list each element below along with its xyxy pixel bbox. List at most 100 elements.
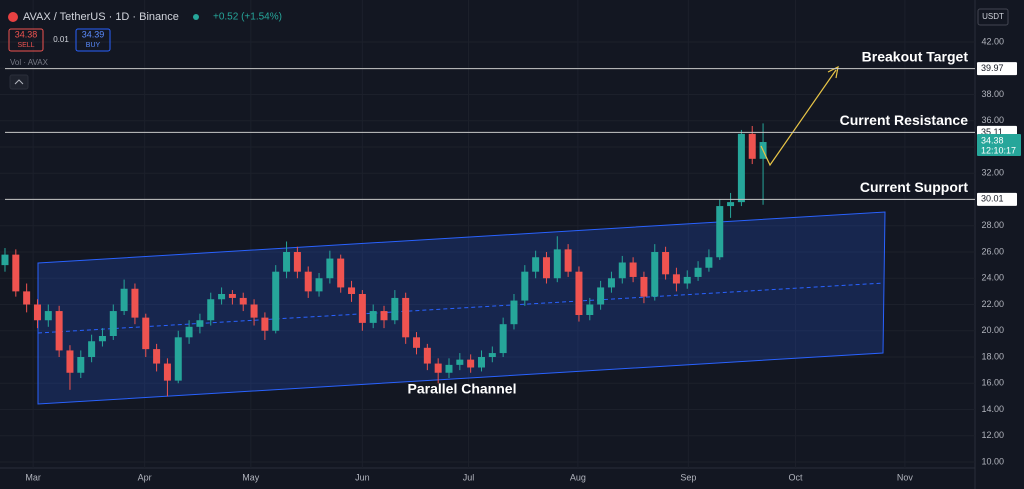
channel-label: Parallel Channel — [408, 381, 517, 397]
volume-label: Vol · AVAX — [10, 58, 49, 67]
candle-body — [748, 133, 756, 159]
y-tick-label: 22.00 — [981, 299, 1004, 309]
y-tick-label: 14.00 — [981, 404, 1004, 414]
x-tick-label: Nov — [897, 472, 914, 482]
candle-body — [532, 257, 540, 272]
x-tick-label: Jun — [355, 472, 370, 482]
y-tick-label: 20.00 — [981, 325, 1004, 335]
status-dot — [193, 14, 199, 20]
buy-button[interactable] — [75, 28, 111, 52]
candle-body — [586, 304, 594, 315]
level-tag-label: 30.01 — [981, 194, 1004, 204]
x-tick-label: May — [242, 472, 260, 482]
candle-body — [683, 276, 691, 284]
candle-body — [153, 349, 161, 364]
candle-body — [196, 320, 204, 327]
candle-body — [1, 254, 9, 266]
collapse-button[interactable] — [9, 74, 29, 90]
level-annotation: Current Resistance — [840, 112, 969, 128]
candle-body — [358, 294, 366, 323]
sell-button[interactable] — [8, 28, 44, 52]
candle-body — [521, 271, 529, 301]
candle-body — [88, 341, 96, 357]
sell-price: 34.38 — [15, 29, 38, 39]
candle-body — [651, 252, 659, 297]
logo — [8, 12, 18, 22]
candle-body — [413, 337, 421, 348]
candle-body — [77, 357, 85, 373]
y-tick-label: 16.00 — [981, 378, 1004, 388]
candle-body — [445, 364, 453, 373]
x-tick-label: Oct — [789, 472, 804, 482]
currency: USDT — [982, 12, 1004, 21]
y-tick-label: 28.00 — [981, 220, 1004, 230]
channel-midline — [37, 282, 885, 334]
parallel-channel — [37, 211, 886, 405]
projection-arrow — [760, 69, 837, 167]
candle-body — [283, 252, 291, 272]
candle-body — [672, 274, 680, 284]
candle-body — [477, 357, 485, 368]
candle-body — [694, 267, 702, 277]
currency-button[interactable] — [977, 8, 1009, 26]
candle-body — [640, 276, 648, 297]
candle-body — [575, 271, 583, 315]
candle-body — [467, 359, 475, 368]
candle-body — [23, 291, 31, 305]
last-price-tag — [977, 134, 1021, 157]
candle-body — [250, 304, 258, 318]
candle-body — [597, 287, 605, 305]
x-tick-label: Sep — [680, 472, 696, 482]
candle-body — [109, 311, 117, 336]
grid — [0, 0, 975, 468]
candle-body — [391, 297, 399, 321]
y-tick-label: 18.00 — [981, 351, 1004, 361]
candle-body — [131, 288, 139, 318]
candle-body — [304, 271, 312, 292]
candle-body — [618, 262, 626, 279]
candle-body — [33, 304, 41, 321]
candle-body — [326, 258, 334, 279]
candle-body — [456, 359, 464, 365]
level-annotation: Current Support — [860, 179, 968, 195]
y-tick-label: 42.00 — [981, 36, 1004, 46]
candle-body — [315, 278, 323, 292]
buy-price: 34.39 — [82, 29, 105, 39]
candle-body — [542, 257, 550, 279]
candle-body — [423, 347, 431, 364]
candle-body — [207, 299, 215, 321]
buy-label: BUY — [86, 42, 101, 49]
y-tick-label: 26.00 — [981, 246, 1004, 256]
last-price: 34.38 — [981, 135, 1004, 145]
y-tick-label: 32.00 — [981, 168, 1004, 178]
x-tick-label: Mar — [25, 472, 41, 482]
candle-body — [98, 336, 106, 342]
candle-body — [348, 287, 356, 294]
y-tick-label: 38.00 — [981, 89, 1004, 99]
change: +0.52 (+1.54%) — [213, 12, 282, 23]
candle-body — [662, 252, 670, 275]
candle-body — [607, 278, 615, 288]
candle-body — [564, 249, 572, 272]
symbol-title: AVAX / TetherUS · 1D · Binance — [23, 11, 179, 23]
candle-body — [434, 363, 442, 373]
y-tick-label: 12.00 — [981, 430, 1004, 440]
y-tick-label: 24.00 — [981, 273, 1004, 283]
candle-body — [716, 206, 724, 258]
candle-body — [142, 317, 150, 350]
candle-body — [272, 271, 280, 331]
candle-body — [293, 252, 301, 272]
candle-body — [66, 350, 74, 373]
candle-body — [228, 294, 236, 298]
candle-body — [488, 353, 496, 357]
candle-body — [553, 249, 561, 279]
candle-body — [705, 257, 713, 268]
x-tick-label: Aug — [570, 472, 586, 482]
x-tick-label: Jul — [463, 472, 475, 482]
y-tick-label: 10.00 — [981, 456, 1004, 466]
candle-body — [337, 258, 345, 288]
candle-body — [380, 311, 388, 321]
level-tag — [977, 62, 1017, 76]
